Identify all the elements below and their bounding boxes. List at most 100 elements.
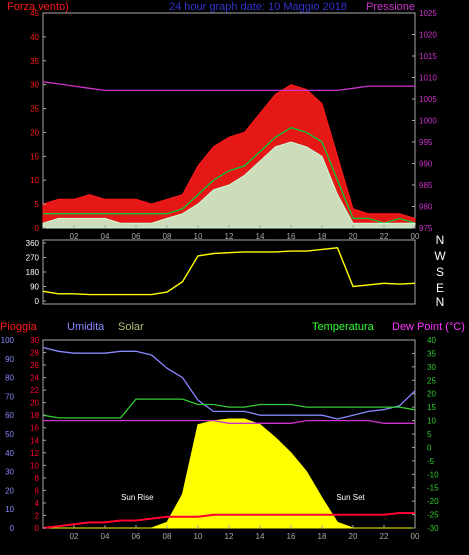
x-tick-label: 20 [349, 232, 358, 241]
direction-y-tick-label: 0 [35, 297, 40, 306]
pressure-y-tick-label: 980 [419, 203, 433, 212]
wind-axis-label: Forza vento) [7, 1, 69, 13]
rain-y-tick-label: 100 [1, 336, 15, 345]
pressure-axis-label: Pressione [366, 1, 415, 13]
rain-label: Pioggia [0, 321, 38, 333]
x-tick-label: 08 [163, 532, 172, 541]
wind-y-tick-label: 15 [30, 152, 39, 161]
compass-label-e: E [436, 281, 444, 295]
x-tick-label: 10 [194, 532, 203, 541]
wind-direction-line [42, 247, 416, 296]
compass-label-s: S [436, 265, 444, 279]
rain-y-tick-label: 60 [5, 411, 14, 420]
x-tick-label: 06 [132, 532, 141, 541]
wind-y-tick-label: 45 [30, 9, 39, 18]
wind-y-tick-label: 30 [30, 81, 39, 90]
x-tick-label: 22 [380, 532, 389, 541]
humidity-y-tick-label: 18 [30, 411, 39, 420]
x-tick-label: 14 [256, 232, 265, 241]
sunrise-label: Sun Rise [121, 493, 154, 502]
pressure-y-tick-label: 1020 [419, 31, 437, 40]
chart-date-title: 24 hour graph date: 10 Maggio 2018 [169, 1, 347, 13]
rain-y-tick-label: 50 [5, 430, 14, 439]
temperature-y-tick-label: 30 [427, 363, 436, 372]
rain-y-tick-label: 40 [5, 449, 14, 458]
x-tick-label: 08 [163, 232, 172, 241]
x-tick-label: 10 [194, 232, 203, 241]
x-tick-label: 14 [256, 532, 265, 541]
direction-y-tick-label: 270 [26, 254, 40, 263]
temperature-y-tick-label: 10 [427, 417, 436, 426]
temperature-y-tick-label: -25 [427, 511, 439, 520]
x-tick-label: 20 [349, 532, 358, 541]
pressure-y-tick-label: 1025 [419, 9, 437, 18]
x-tick-label: 12 [225, 232, 234, 241]
wind-y-tick-label: 0 [35, 224, 40, 233]
solar-area [43, 418, 415, 529]
wind-y-tick-label: 35 [30, 57, 39, 66]
humidity-y-tick-label: 12 [30, 449, 39, 458]
temperature-y-tick-label: 20 [427, 390, 436, 399]
x-tick-label: 16 [287, 532, 296, 541]
x-tick-label: 06 [132, 232, 141, 241]
x-tick-label: 18 [318, 232, 327, 241]
humidity-y-tick-label: 22 [30, 386, 39, 395]
sunset-label: Sun Set [336, 493, 365, 502]
wind-y-tick-label: 5 [35, 200, 40, 209]
pressure-y-tick-label: 995 [419, 138, 433, 147]
x-tick-label: 00 [411, 532, 420, 541]
temperature-line [42, 398, 416, 419]
humidity-y-tick-label: 8 [35, 474, 40, 483]
direction-y-tick-label: 180 [26, 268, 40, 277]
temperature-y-tick-label: -15 [427, 484, 439, 493]
weather-series-group [42, 346, 416, 529]
x-tick-label: 22 [380, 232, 389, 241]
humidity-label: Umidita [67, 321, 105, 333]
temperature-y-tick-label: 40 [427, 336, 436, 345]
temperature-y-tick-label: -5 [427, 457, 435, 466]
dewpoint-line [43, 419, 415, 424]
compass-label-w: W [434, 249, 446, 263]
humidity-y-tick-label: 4 [35, 499, 40, 508]
humidity-line [42, 346, 416, 420]
wind-axes-group: 0510152025303540459759809859909951000100… [30, 9, 437, 241]
x-tick-label: 02 [70, 232, 79, 241]
temperature-y-tick-label: 0 [427, 443, 432, 452]
humidity-y-tick-label: 28 [30, 349, 39, 358]
humidity-y-tick-label: 2 [35, 511, 40, 520]
wind-speed-area [42, 141, 416, 229]
pressure-y-tick-label: 1015 [419, 52, 437, 61]
temperature-y-tick-label: -10 [427, 470, 439, 479]
pressure-y-tick-label: 1010 [419, 74, 437, 83]
rain-y-tick-label: 20 [5, 486, 14, 495]
x-tick-label: 00 [411, 232, 420, 241]
direction-series-group [42, 247, 416, 296]
rain-y-tick-label: 0 [10, 524, 15, 533]
rain-y-tick-label: 70 [5, 392, 14, 401]
x-tick-label: 02 [70, 532, 79, 541]
rain-y-tick-label: 90 [5, 355, 14, 364]
x-tick-label: 18 [318, 532, 327, 541]
x-tick-label: 04 [101, 532, 110, 541]
pressure-y-tick-label: 985 [419, 181, 433, 190]
x-tick-label: 04 [101, 232, 110, 241]
rain-line [42, 512, 415, 529]
compass-label-n: N [436, 233, 445, 247]
pressure-y-tick-label: 1005 [419, 95, 437, 104]
humidity-y-tick-label: 26 [30, 361, 39, 370]
humidity-y-tick-label: 20 [30, 399, 39, 408]
dewpoint-label: Dew Point (°C) [392, 321, 465, 333]
temperature-y-tick-label: 25 [427, 376, 436, 385]
rain-y-tick-label: 80 [5, 374, 14, 383]
temperature-y-tick-label: -20 [427, 497, 439, 506]
wind-y-tick-label: 40 [30, 33, 39, 42]
pressure-y-tick-label: 975 [419, 224, 433, 233]
weather-axes-group: 0102030405060708090100024681012141618202… [1, 336, 439, 541]
temperature-label: Temperatura [312, 321, 375, 333]
direction-y-tick-label: 360 [26, 239, 40, 248]
rain-y-tick-label: 30 [5, 468, 14, 477]
temperature-y-tick-label: 35 [427, 349, 436, 358]
humidity-y-tick-label: 14 [30, 436, 39, 445]
humidity-y-tick-label: 30 [30, 336, 39, 345]
